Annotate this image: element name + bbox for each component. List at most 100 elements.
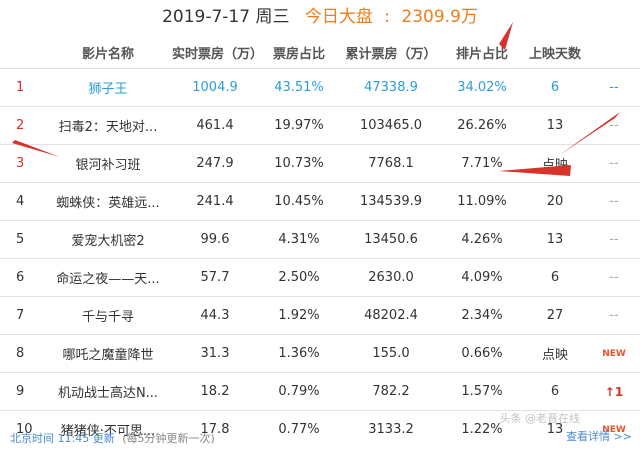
table-row[interactable]: 7 千与千寻 44.3 1.92% 48202.4 2.34% 27 --	[0, 296, 640, 335]
new-badge: NEW	[588, 334, 640, 373]
table-row[interactable]: 2 扫毒2：天地对... 461.4 19.97% 103465.0 26.26…	[0, 106, 640, 145]
rank-cell: 2	[0, 106, 44, 145]
box-cell: 1004.9	[172, 68, 258, 107]
box-cell: 241.4	[172, 182, 258, 221]
trend-cell: --	[588, 106, 640, 145]
col-total-header: 累计票房（万）	[345, 46, 437, 62]
separator: :	[384, 7, 391, 27]
days-cell: 点映	[522, 334, 588, 373]
view-details-link[interactable]: 查看详情 >>	[566, 430, 632, 443]
table-row[interactable]: 8 哪吒之魔童降世 31.3 1.36% 155.0 0.66% 点映 NEW	[0, 334, 640, 373]
rank-cell: 5	[0, 220, 44, 259]
rank-up-badge: ↑1	[588, 372, 640, 411]
screen-cell: 1.22%	[442, 410, 522, 448]
total-cell: 48202.4	[340, 296, 442, 335]
trend-cell: --	[588, 144, 640, 183]
rank-cell: 3	[0, 144, 44, 183]
col-extra-header	[588, 36, 640, 69]
days-cell: 点映	[522, 144, 588, 183]
date-label: 2019-7-17 周三	[162, 7, 290, 27]
days-cell: 6	[522, 258, 588, 297]
table-row[interactable]: 1 狮子王 1004.9 43.51% 47338.9 34.02% 6 --	[0, 68, 640, 107]
box-cell: 99.6	[172, 220, 258, 259]
movie-name-link[interactable]: 命运之夜——天...	[44, 258, 172, 297]
table-row[interactable]: 4 蜘蛛侠：英雄远... 241.4 10.45% 134539.9 11.09…	[0, 182, 640, 221]
update-time-label: 北京时间 11:45 更新	[10, 432, 115, 445]
share-cell: 2.50%	[258, 258, 340, 297]
col-rank-header	[0, 36, 44, 69]
share-cell: 0.77%	[258, 410, 340, 448]
watermark: 头条 @老晋在线	[499, 412, 581, 425]
rank-cell: 7	[0, 296, 44, 335]
table-row[interactable]: 10 猪猪侠·不可思... 17.8 0.77% 3133.2 1.22% 13…	[0, 410, 640, 448]
share-cell: 10.73%	[258, 144, 340, 183]
movie-name-link[interactable]: 哪吒之魔童降世	[44, 334, 172, 373]
screen-cell: 4.26%	[442, 220, 522, 259]
table-row[interactable]: 9 机动战士高达N... 18.2 0.79% 782.2 1.57% 6 ↑1	[0, 372, 640, 411]
screen-cell: 2.34%	[442, 296, 522, 335]
rank-cell: 10	[0, 410, 44, 448]
col-share-header: 票房占比	[272, 46, 325, 62]
total-cell: 103465.0	[340, 106, 442, 145]
movie-name-link[interactable]: 蜘蛛侠：英雄远...	[44, 182, 172, 221]
table-row[interactable]: 3 银河补习班 247.9 10.73% 7768.1 7.71% 点映 --	[0, 144, 640, 183]
days-cell: 13	[522, 410, 588, 448]
table-row[interactable]: 6 命运之夜——天... 57.7 2.50% 2630.0 4.09% 6 -…	[0, 258, 640, 297]
rank-cell: 4	[0, 182, 44, 221]
days-cell: 27	[522, 296, 588, 335]
share-cell: 10.45%	[258, 182, 340, 221]
share-cell: 0.79%	[258, 372, 340, 411]
screen-cell: 26.26%	[442, 106, 522, 145]
box-cell: 44.3	[172, 296, 258, 335]
daily-total-value: 2309.9万	[401, 7, 478, 27]
box-cell: 57.7	[172, 258, 258, 297]
screen-cell: 11.09%	[442, 182, 522, 221]
total-cell: 7768.1	[340, 144, 442, 183]
share-cell: 1.92%	[258, 296, 340, 335]
rank-cell: 1	[0, 68, 44, 107]
days-cell: 13	[522, 106, 588, 145]
daily-total-label: 今日大盘	[304, 7, 373, 27]
total-cell: 134539.9	[340, 182, 442, 221]
movie-name-link[interactable]: 银河补习班	[44, 144, 172, 183]
trend-cell: --	[588, 296, 640, 335]
total-cell: 47338.9	[340, 68, 442, 107]
box-cell: 31.3	[172, 334, 258, 373]
movie-name-link[interactable]: 千与千寻	[44, 296, 172, 335]
table-row[interactable]: 5 爱宠大机密2 99.6 4.31% 13450.6 4.26% 13 --	[0, 220, 640, 259]
box-cell: 247.9	[172, 144, 258, 183]
trend-cell: --	[588, 182, 640, 221]
rank-cell: 9	[0, 372, 44, 411]
days-cell: 13	[522, 220, 588, 259]
screen-cell: 1.57%	[442, 372, 522, 411]
new-badge: NEW	[588, 410, 640, 448]
trend-cell: --	[588, 258, 640, 297]
col-days-header: 上映天数	[528, 46, 581, 62]
movie-name-link[interactable]: 扫毒2：天地对...	[44, 106, 172, 145]
movie-name-link[interactable]: 狮子王	[44, 68, 172, 107]
movie-name-link[interactable]: 机动战士高达N...	[44, 372, 172, 411]
trend-cell: --	[588, 220, 640, 259]
days-cell: 6	[522, 372, 588, 411]
box-cell: 18.2	[172, 372, 258, 411]
rank-cell: 6	[0, 258, 44, 297]
screen-cell: 34.02%	[442, 68, 522, 107]
col-screen-header: 排片占比	[455, 46, 508, 62]
update-note: (每5分钟更新一次)	[122, 432, 215, 445]
share-cell: 1.36%	[258, 334, 340, 373]
daily-summary-header: 2019-7-17 周三 今日大盘 : 2309.9万	[0, 0, 640, 34]
screen-cell: 0.66%	[442, 334, 522, 373]
total-cell: 2630.0	[340, 258, 442, 297]
screen-cell: 7.71%	[442, 144, 522, 183]
movie-name-link[interactable]: 爱宠大机密2	[44, 220, 172, 259]
total-cell: 155.0	[340, 334, 442, 373]
total-cell: 3133.2	[340, 410, 442, 448]
table-header-row: 影片名称 实时票房（万） 票房占比 累计票房（万） 排片占比 上映天数	[0, 36, 640, 69]
movie-name-link[interactable]: 猪猪侠·不可思...	[44, 410, 172, 448]
col-box-header: 实时票房（万）	[172, 46, 264, 62]
days-cell: 6	[522, 68, 588, 107]
screen-cell: 4.09%	[442, 258, 522, 297]
rank-cell: 8	[0, 334, 44, 373]
box-cell: 461.4	[172, 106, 258, 145]
trend-cell: --	[588, 68, 640, 107]
